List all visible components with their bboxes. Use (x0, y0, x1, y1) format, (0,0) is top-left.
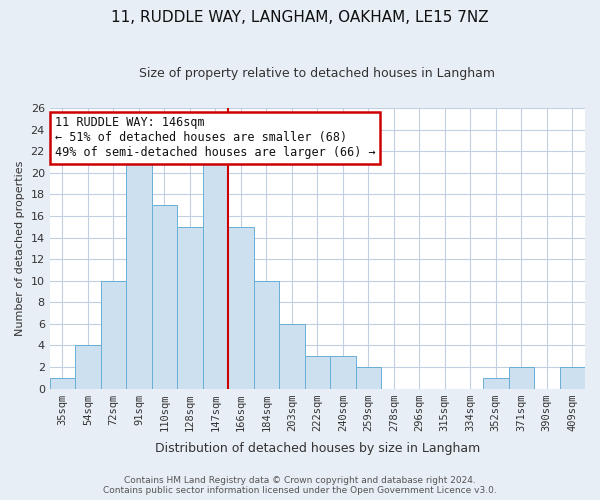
Text: Contains HM Land Registry data © Crown copyright and database right 2024.
Contai: Contains HM Land Registry data © Crown c… (103, 476, 497, 495)
Bar (305, 356, 330, 388)
Bar (101, 280, 126, 388)
Text: 11, RUDDLE WAY, LANGHAM, OAKHAM, LE15 7NZ: 11, RUDDLE WAY, LANGHAM, OAKHAM, LE15 7N… (111, 10, 489, 25)
Bar (483, 378, 509, 388)
Bar (228, 226, 254, 388)
Bar (152, 205, 177, 388)
Bar (254, 280, 279, 388)
Bar (279, 324, 305, 388)
Bar (203, 151, 228, 388)
X-axis label: Distribution of detached houses by size in Langham: Distribution of detached houses by size … (155, 442, 480, 455)
Title: Size of property relative to detached houses in Langham: Size of property relative to detached ho… (139, 68, 496, 80)
Bar (356, 367, 381, 388)
Bar (126, 151, 152, 388)
Text: 11 RUDDLE WAY: 146sqm
← 51% of detached houses are smaller (68)
49% of semi-deta: 11 RUDDLE WAY: 146sqm ← 51% of detached … (55, 116, 376, 160)
Y-axis label: Number of detached properties: Number of detached properties (15, 160, 25, 336)
Bar (560, 367, 585, 388)
Bar (177, 226, 203, 388)
Bar (509, 367, 534, 388)
Bar (75, 346, 101, 389)
Bar (330, 356, 356, 388)
Bar (50, 378, 75, 388)
